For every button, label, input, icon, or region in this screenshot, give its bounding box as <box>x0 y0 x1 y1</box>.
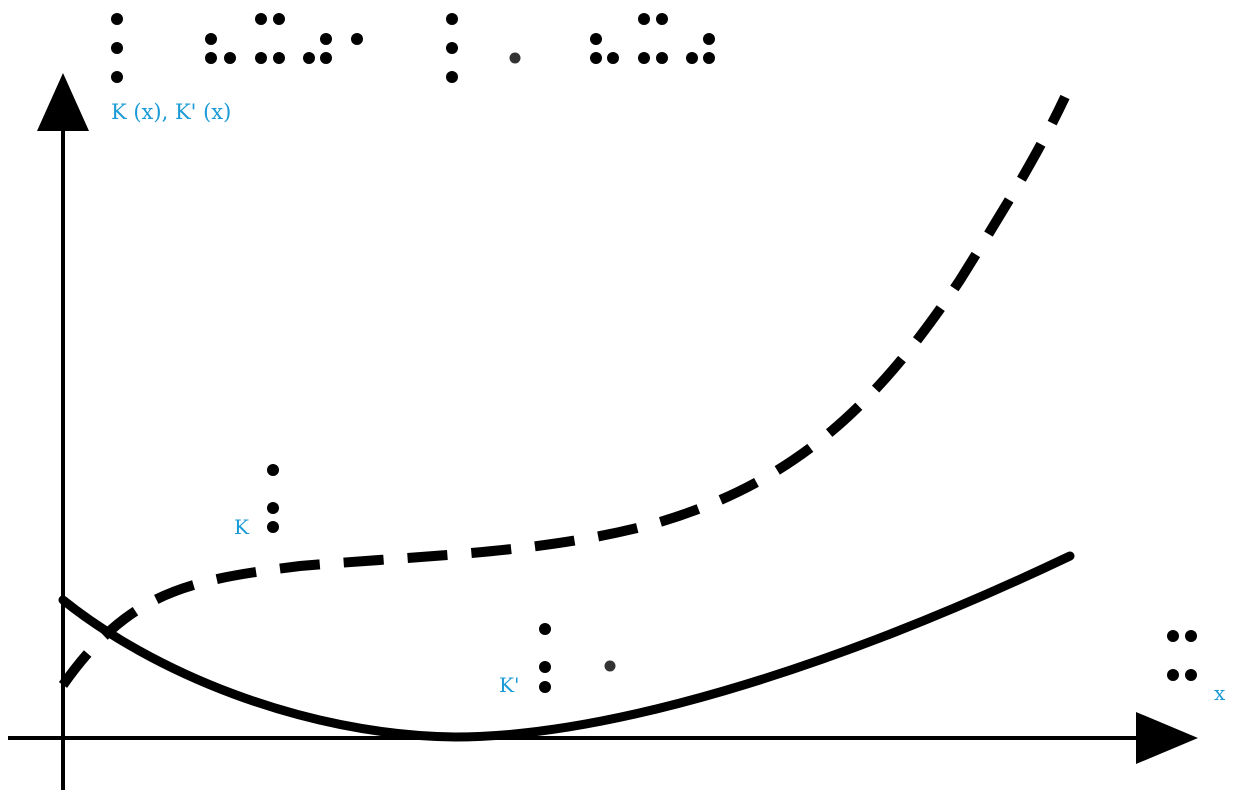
braille-title <box>111 13 715 83</box>
braille-x <box>1167 630 1197 681</box>
x-axis-label: x <box>1214 681 1226 705</box>
braille-k-prime <box>539 623 616 693</box>
curve-label-k-prime: K' <box>499 673 519 697</box>
y-axis-arrow <box>37 73 89 131</box>
axes <box>8 73 1198 790</box>
curve-k-dashed <box>58 94 1070 688</box>
curve-label-k: K <box>234 515 250 539</box>
braille-k <box>267 464 279 533</box>
x-axis-arrow <box>1136 712 1198 764</box>
curve-k-prime-solid <box>58 551 1075 742</box>
y-axis-label: K (x), K' (x) <box>111 100 231 124</box>
